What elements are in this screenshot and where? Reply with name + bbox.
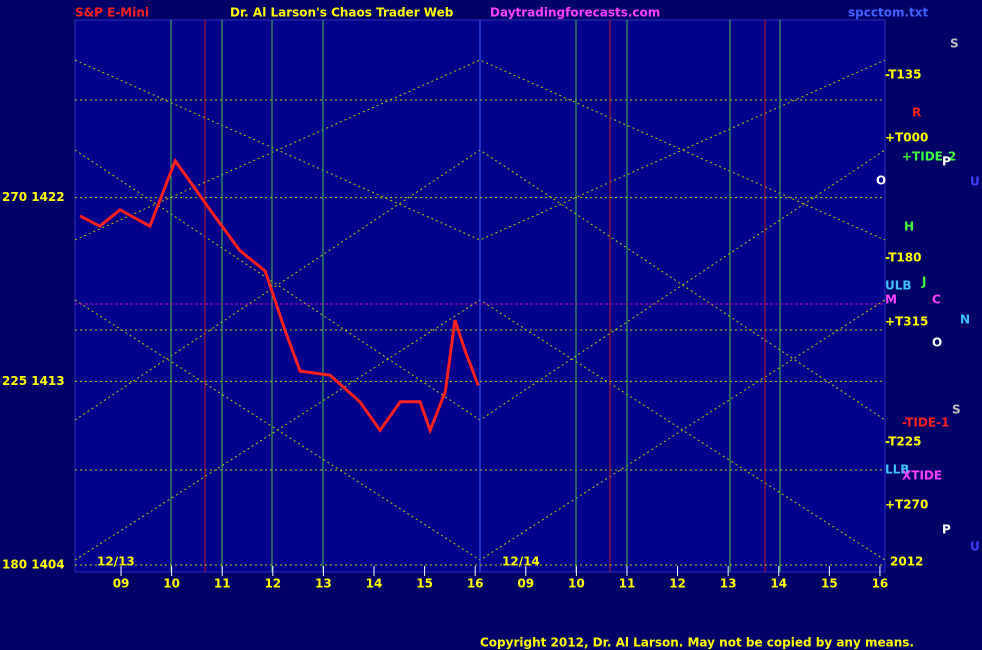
price-line	[79, 157, 480, 435]
x-tick-label: 12	[264, 577, 281, 591]
annotation: U	[970, 540, 980, 554]
x-tick-label: 14	[770, 577, 787, 591]
site: Daytradingforecasts.com	[490, 6, 660, 20]
x-tick-label: 09	[517, 577, 534, 591]
annotation: +T315	[885, 315, 928, 329]
date-label: 12/13	[97, 555, 135, 569]
annotation: O	[876, 174, 886, 188]
annotation: C	[932, 293, 941, 307]
annotation: LLB	[885, 463, 909, 477]
annotation: J	[921, 275, 926, 289]
annotation: S	[952, 403, 961, 417]
x-tick-label: 13	[720, 577, 737, 591]
annotation: -T180	[885, 251, 921, 265]
annotation: H	[904, 220, 914, 234]
date-label: 2012	[890, 555, 923, 569]
annotation: +T270	[885, 498, 928, 512]
annotation: -T135	[885, 68, 921, 82]
annotation: +TIDE-2	[902, 150, 956, 164]
annotation: O	[932, 336, 942, 350]
x-tick-label: 11	[619, 577, 636, 591]
annotation: N	[960, 313, 970, 327]
chart-title: Dr. Al Larson's Chaos Trader Web	[230, 6, 454, 20]
x-tick-label: 13	[315, 577, 332, 591]
file-name: spcctom.txt	[848, 6, 928, 20]
x-tick-label: 12	[669, 577, 686, 591]
x-tick-label: 11	[214, 577, 231, 591]
y-tick-label: 270 1422	[2, 190, 65, 204]
decor-verticals	[75, 20, 885, 572]
x-tick-label: 15	[821, 577, 838, 591]
y-tick-label: 225 1413	[2, 374, 65, 388]
annotation: U	[970, 175, 980, 189]
annotation: -T225	[885, 435, 921, 449]
annotation: P	[942, 523, 951, 537]
annotation: P	[942, 155, 951, 169]
annotation: M	[885, 293, 897, 307]
x-tick-label: 16	[467, 577, 484, 591]
symbol: S&P E-Mini	[75, 6, 149, 20]
annotation: -TIDE-1	[902, 416, 949, 430]
x-tick-label: 14	[366, 577, 383, 591]
x-tick-label: 09	[113, 577, 130, 591]
x-tick-label: 10	[568, 577, 585, 591]
y-tick-label: 180 1404	[2, 558, 65, 572]
annotation: R	[912, 106, 921, 120]
annotation: XTIDE	[902, 469, 942, 483]
annotation: S	[950, 37, 959, 51]
date-label: 12/14	[502, 555, 540, 569]
x-tick-label: 16	[872, 577, 889, 591]
x-tick-label: 10	[163, 577, 180, 591]
annotation: +T000	[885, 131, 928, 145]
x-tick-label: 15	[416, 577, 433, 591]
annotation: ULB	[885, 279, 912, 293]
copyright: Copyright 2012, Dr. Al Larson. May not b…	[480, 636, 914, 650]
